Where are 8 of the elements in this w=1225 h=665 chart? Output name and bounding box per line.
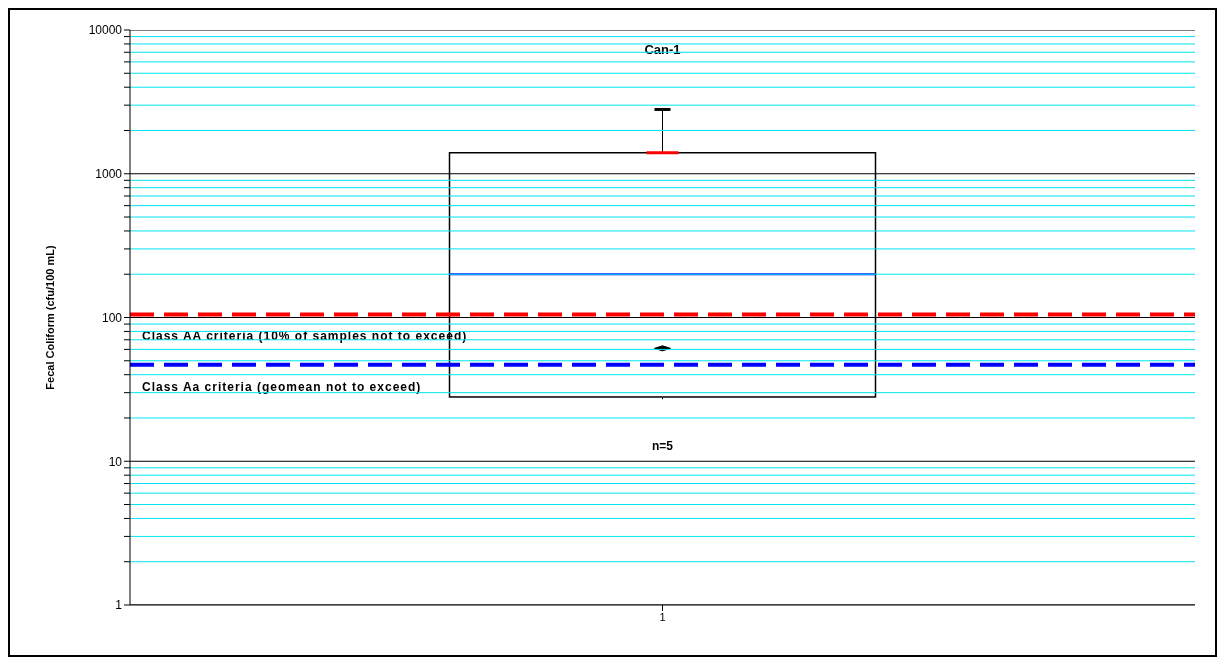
y-tick-label: 1 — [115, 598, 123, 613]
ref-line-label: Class Aa criteria (geomean not to exceed) — [142, 379, 422, 394]
y-axis-title: Fecal Coliform (cfu/100 mL) — [43, 245, 56, 390]
y-tick-label: 1000 — [95, 167, 123, 182]
y-tick-label: 10 — [108, 454, 123, 469]
y-tick-label: 10000 — [88, 23, 123, 38]
y-tick-label: 100 — [101, 310, 123, 325]
annotation: n=5 — [651, 438, 674, 453]
